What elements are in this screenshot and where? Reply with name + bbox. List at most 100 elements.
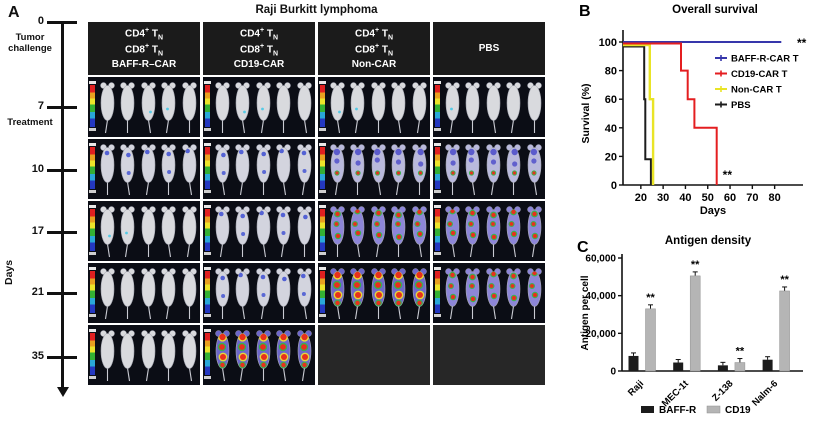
- y-tick-label: 20: [605, 151, 617, 163]
- bar-cd19-Nalm-6: [779, 290, 790, 372]
- bar-group-Nalm-6: ** Nalm-6: [750, 274, 790, 409]
- mouse-image: [329, 268, 345, 320]
- timeline-day-label: 10: [31, 163, 44, 175]
- panel-b-title: Overall survival: [672, 4, 758, 16]
- group-header: PBS: [433, 22, 545, 75]
- group-header-line: CD4+ TN: [124, 26, 164, 41]
- mouse-image: [444, 144, 460, 195]
- mice-row: [326, 78, 430, 137]
- mice-row: [96, 326, 200, 385]
- timeline-axis-line: [61, 22, 64, 388]
- scalebar-max-label: [204, 205, 211, 208]
- mouse-image: [214, 268, 230, 319]
- mice-row: [96, 140, 200, 199]
- timeline-tick: [47, 105, 77, 109]
- mice-row: [211, 140, 315, 199]
- luminescence-scalebar: [205, 147, 210, 189]
- scalebar-max-label: [319, 81, 326, 84]
- scalebar-min-label: [204, 252, 211, 255]
- scalebar-min-label: [204, 128, 211, 131]
- group-header: CD4+ TN CD8+ TN CD19-CAR: [203, 22, 315, 75]
- legend-item-CD19-CAR-T: CD19-CAR T: [715, 69, 788, 80]
- scalebar-max-label: [319, 143, 326, 146]
- legend-item-BAFF-R-CAR-T: BAFF-R-CAR T: [715, 54, 799, 65]
- group-header: CD4+ TN CD8+ TN Non-CAR: [318, 22, 430, 75]
- image-cell-day21: [433, 263, 545, 323]
- mouse-image: [350, 144, 365, 195]
- timeline-tick: [47, 20, 77, 24]
- image-cell-day10: [88, 139, 200, 199]
- scalebar-min-label: [89, 376, 96, 379]
- survival-curve-CD19-CAR-T: [623, 42, 718, 185]
- scalebar-min-label: [89, 314, 96, 317]
- scalebar-max-label: [204, 143, 211, 146]
- mouse-image: [444, 206, 460, 258]
- significance-Raji: **: [646, 292, 655, 304]
- mouse-image: [235, 82, 250, 134]
- mouse-image: [120, 330, 135, 382]
- scalebar-min-label: [319, 314, 326, 317]
- scalebar-max-label: [89, 267, 96, 270]
- bar-group-MEC-1t: ** MEC-1t: [660, 259, 701, 409]
- luminescence-scalebar: [435, 271, 440, 313]
- mouse-image: [140, 330, 156, 382]
- luminescence-scalebar: [90, 333, 95, 375]
- mouse-image: [391, 268, 406, 320]
- mouse-image: [465, 268, 480, 319]
- mouse-image: [370, 144, 386, 196]
- mouse-image: [276, 82, 291, 133]
- mouse-image: [255, 268, 271, 320]
- mouse-image: [255, 206, 271, 258]
- legend: BAFF-R CD19: [641, 405, 751, 416]
- mouse-image: [485, 82, 501, 134]
- timeline-day-label: 17: [31, 225, 44, 237]
- legend-label-baffr: BAFF-R: [659, 405, 697, 416]
- mice-row: [211, 326, 315, 385]
- mice-row: [211, 78, 315, 137]
- mouse-image: [506, 206, 521, 258]
- luminescence-scalebar: [435, 85, 440, 127]
- group-header: CD4+ TN CD8+ TN BAFF-R–CAR: [88, 22, 200, 75]
- mouse-image: [296, 268, 312, 320]
- mice-row: [441, 78, 545, 137]
- scalebar-min-label: [204, 314, 211, 317]
- luminescence-scalebar: [205, 85, 210, 127]
- luminescence-scalebar: [320, 85, 325, 127]
- mouse-image: [485, 206, 501, 257]
- scalebar-max-label: [434, 81, 441, 84]
- mouse-image: [350, 268, 365, 320]
- mouse-image: [161, 82, 176, 134]
- scalebar-min-label: [89, 190, 96, 193]
- scalebar-max-label: [89, 81, 96, 84]
- scalebar-min-label: [204, 190, 211, 193]
- x-tick-label: 20: [635, 192, 647, 204]
- timeline-day-label: 21: [31, 286, 44, 298]
- scalebar-max-label: [434, 143, 441, 146]
- mouse-image: [296, 144, 312, 196]
- mouse-image: [140, 206, 156, 257]
- mouse-image: [411, 206, 427, 258]
- mouse-image: [296, 330, 312, 382]
- mouse-image: [506, 82, 521, 134]
- image-cell-day7: [318, 77, 430, 137]
- legend-item-PBS: PBS: [715, 100, 751, 111]
- bar-group-Raji: ** Raji: [626, 292, 656, 398]
- mouse-image: [350, 206, 365, 258]
- mouse-image: [161, 206, 176, 258]
- mouse-image: [329, 82, 345, 134]
- mice-row: [96, 202, 200, 261]
- scalebar-min-label: [89, 128, 96, 131]
- legend-label: PBS: [731, 100, 751, 111]
- panel-c-label: C: [577, 239, 589, 256]
- panel-b-label: B: [579, 3, 591, 20]
- mouse-image: [140, 82, 156, 134]
- luminescence-scalebar: [90, 147, 95, 189]
- scalebar-max-label: [89, 143, 96, 146]
- image-cell-day35: [88, 325, 200, 385]
- timeline-tick: [47, 291, 77, 295]
- mouse-image: [120, 206, 135, 258]
- image-cell-day17: [88, 201, 200, 261]
- mice-row: [441, 202, 545, 261]
- timeline-tick: [47, 355, 77, 359]
- scalebar-max-label: [204, 267, 211, 270]
